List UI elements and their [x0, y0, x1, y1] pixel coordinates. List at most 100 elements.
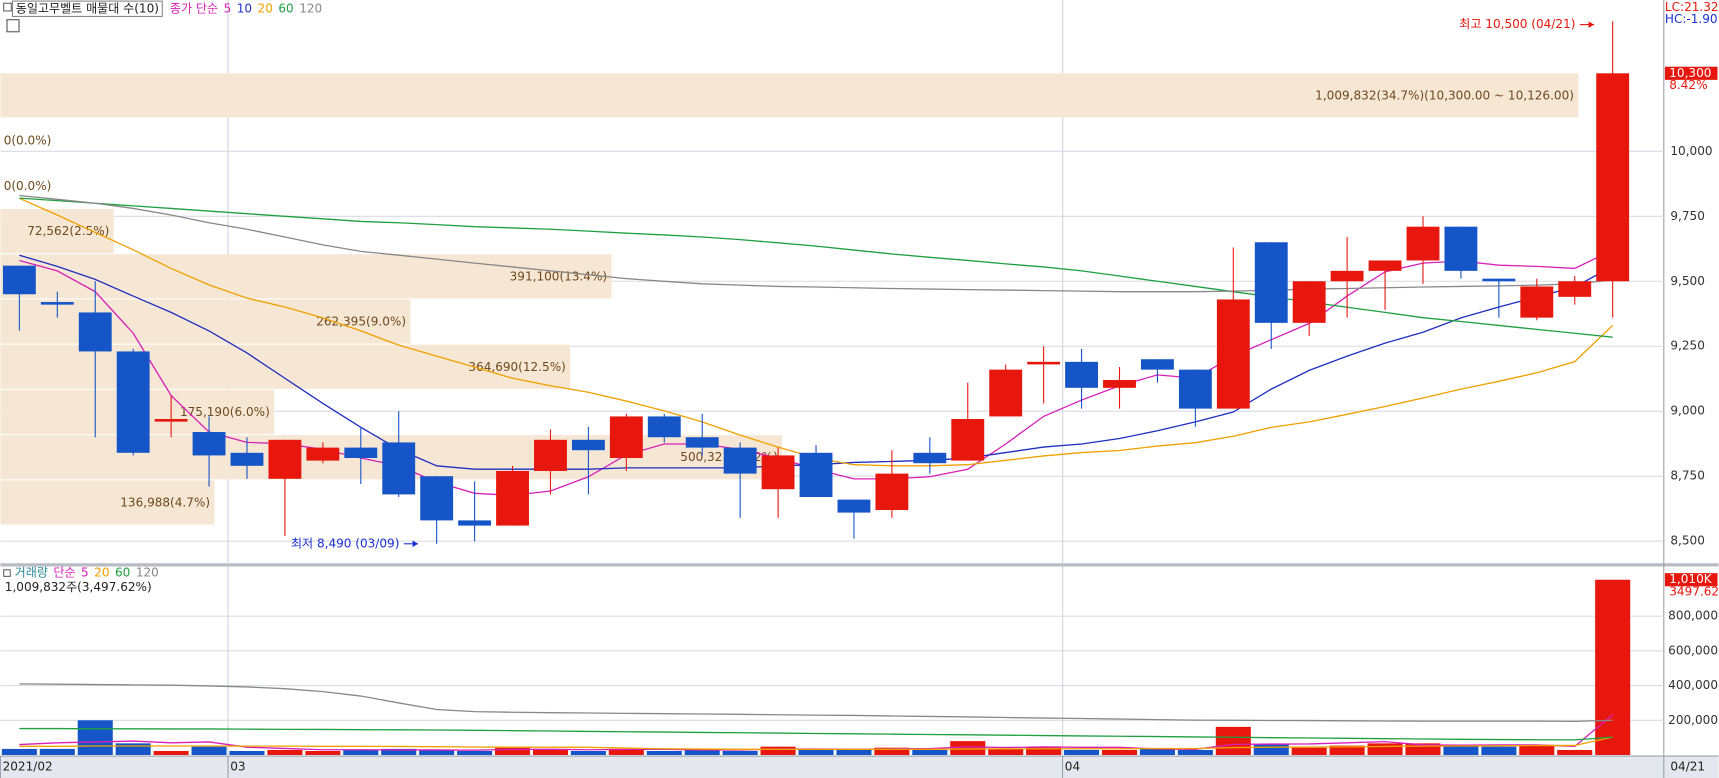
legend-item: 20 [258, 1, 273, 15]
volume-bar [874, 747, 910, 755]
volume-title: 거래량 [15, 566, 48, 580]
candle-body [1330, 270, 1364, 282]
candle-body [875, 473, 909, 510]
candle-body [1596, 73, 1630, 282]
volume-bar [457, 750, 493, 755]
legend-item: 20 [94, 566, 109, 580]
volume-bar [798, 748, 834, 755]
candle-body [647, 416, 681, 438]
legend-item: 120 [136, 566, 159, 580]
volume-bar [153, 750, 189, 755]
y-tick-label: 8,500 [1670, 534, 1705, 548]
candle-body [951, 419, 985, 461]
candle-body [1292, 281, 1326, 323]
candle-body [40, 302, 74, 305]
annotation: 최저 8,490 (03/09) [291, 536, 399, 550]
candle-body [837, 499, 871, 513]
legend-item: 60 [278, 1, 293, 15]
legend-item: 5 [224, 1, 232, 15]
profile-label: 364,690(12.5%) [468, 360, 566, 374]
volume-bar [836, 749, 872, 755]
candle-body [420, 476, 454, 521]
x-tick-label: 04 [1065, 760, 1080, 774]
profile-label: 136,988(4.7%) [120, 495, 210, 509]
profile-label: 262,395(9.0%) [316, 315, 406, 329]
table-icon[interactable] [6, 19, 20, 33]
profile-label: 391,100(13.4%) [510, 269, 607, 283]
chart-title: 동일고무벨트 매물대 수(10) [16, 1, 159, 15]
x-tick-label: 03 [230, 760, 245, 774]
last-price-label: 10,300 [1669, 66, 1711, 80]
y-tick-label: 600,000 [1668, 643, 1718, 657]
candle-body [1444, 226, 1478, 271]
volume-bar [1253, 744, 1289, 755]
candle-body [913, 452, 947, 464]
candle-body [78, 312, 112, 352]
x-axis-strip [0, 756, 1719, 778]
candle-body [1558, 281, 1592, 297]
volume-bar [1064, 749, 1100, 755]
last-volume-label: 1,010K [1669, 572, 1712, 586]
volume-bar [1481, 746, 1517, 755]
candle-body [571, 439, 605, 451]
ma-line [19, 683, 1613, 723]
change-label: 3497.62% [1669, 584, 1719, 598]
profile-label: 1,009,832(34.7%)(10,300.00 ~ 10,126.00) [1315, 88, 1574, 102]
volume-bar [77, 720, 113, 755]
legend-item: 5 [81, 566, 89, 580]
candle-body [1254, 242, 1288, 323]
candle-body [1216, 299, 1250, 409]
volume-bar [1215, 726, 1251, 755]
y-tick-label: 8,750 [1670, 469, 1705, 483]
volume-bar [532, 748, 569, 755]
candle-body [344, 447, 378, 459]
candle-body [382, 442, 416, 495]
candle-body [1141, 359, 1174, 370]
volume-bar [191, 746, 227, 755]
last-price-box [1664, 66, 1718, 80]
candle-body [761, 455, 795, 490]
volume-bar [115, 743, 151, 755]
title-box [11, 0, 163, 17]
legend-icon[interactable] [3, 2, 12, 12]
annotation-arrowhead [412, 540, 419, 548]
candle-body [1406, 226, 1440, 261]
candle-body [1368, 260, 1402, 271]
candle-body [799, 452, 833, 498]
x-tick-label: 2021/02 [3, 760, 53, 774]
volume-bar [343, 749, 379, 755]
annotation: 최고 10,500 (04/21) [1459, 17, 1575, 31]
volume-bar [1443, 745, 1479, 755]
profile-band [0, 73, 1579, 118]
candle-body [1065, 361, 1099, 388]
candle-body [1482, 278, 1516, 282]
volume-bar [988, 748, 1024, 755]
volume-info: 1,009,832주(3,497.62%) [5, 580, 152, 594]
volume-bar [495, 747, 531, 755]
candle-body [1178, 369, 1212, 409]
candle-body [496, 471, 529, 526]
y-tick-label: 400,000 [1668, 678, 1718, 692]
volume-bar [684, 749, 720, 755]
volume-bar [1291, 747, 1327, 755]
volume-bar [912, 749, 948, 755]
legend-icon[interactable] [3, 569, 11, 577]
y-tick-label: 9,750 [1670, 209, 1705, 223]
volume-bar [1557, 749, 1593, 755]
y-tick-label: 10,000 [1670, 144, 1712, 158]
volume-bar [1595, 579, 1631, 755]
volume-bar [1329, 745, 1365, 755]
volume-bar [1, 748, 37, 755]
profile-label: 175,190(6.0%) [180, 405, 270, 419]
candle-body [989, 369, 1023, 417]
profile-label: 0(0.0%) [4, 134, 52, 148]
volume-bar [1139, 748, 1175, 755]
candle-body [154, 419, 188, 422]
profile-band [0, 299, 411, 344]
lc-label: LC:21.32 [1665, 0, 1719, 14]
volume-bar [381, 748, 417, 755]
volume-bar [1367, 743, 1403, 755]
volume-bar [760, 746, 796, 755]
legend-item: 10 [237, 1, 252, 15]
y-tick-label: 9,500 [1670, 274, 1705, 288]
